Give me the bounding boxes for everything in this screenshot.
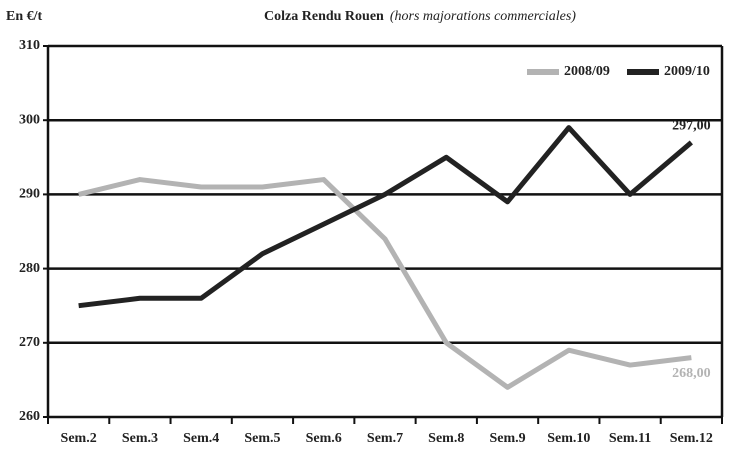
y-tick-label: 280 bbox=[19, 261, 40, 276]
x-tick-label: Sem.9 bbox=[489, 431, 525, 446]
legend-label: 2008/09 bbox=[564, 64, 610, 79]
x-tick-label: Sem.4 bbox=[183, 431, 219, 446]
y-tick-label: 310 bbox=[19, 38, 40, 53]
value-label: 297,00 bbox=[672, 119, 711, 134]
subtitle: (hors majorations commerciales) bbox=[390, 9, 576, 24]
x-tick-label: Sem.12 bbox=[670, 431, 713, 446]
y-tick-label: 300 bbox=[19, 112, 40, 127]
y-axis-label: En €/t bbox=[6, 9, 43, 24]
x-tick-label: Sem.3 bbox=[122, 431, 158, 446]
y-tick-label: 270 bbox=[19, 335, 40, 350]
x-tick-label: Sem.11 bbox=[609, 431, 651, 446]
x-tick-label: Sem.2 bbox=[61, 431, 97, 446]
title: Colza Rendu Rouen bbox=[264, 9, 384, 24]
legend-label: 2009/10 bbox=[664, 64, 710, 79]
x-tick-label: Sem.5 bbox=[244, 431, 280, 446]
x-tick-label: Sem.7 bbox=[367, 431, 403, 446]
series-line bbox=[78, 125, 693, 309]
series-line bbox=[78, 177, 692, 390]
chart-title: Colza Rendu Rouen (hors majorations comme… bbox=[264, 9, 576, 24]
y-tick-label: 260 bbox=[19, 409, 40, 424]
x-tick-label: Sem.8 bbox=[428, 431, 464, 446]
x-tick-label: Sem.6 bbox=[306, 431, 342, 446]
x-tick-label: Sem.10 bbox=[547, 431, 590, 446]
value-label: 268,00 bbox=[672, 366, 711, 381]
y-tick-label: 290 bbox=[19, 187, 40, 202]
